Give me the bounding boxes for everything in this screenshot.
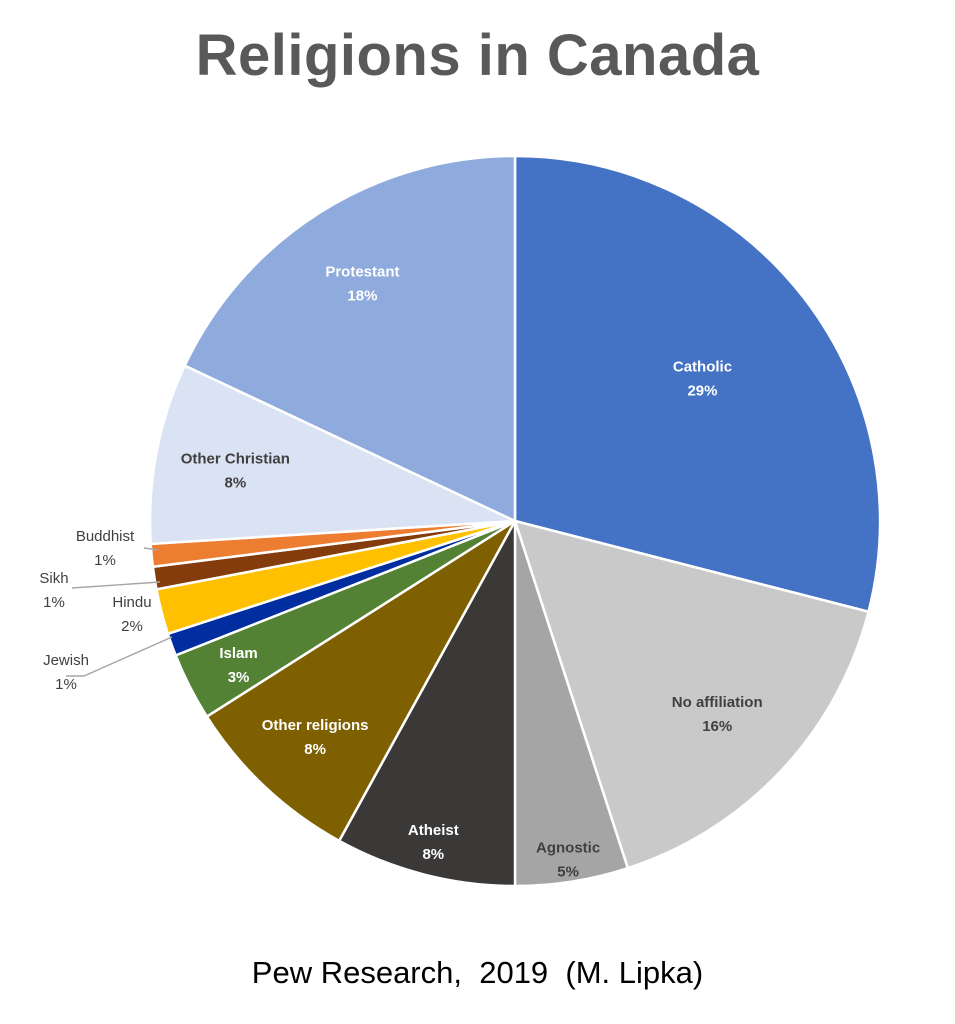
label-category-protestant: Protestant — [325, 264, 399, 281]
slice-other-christian — [148, 364, 517, 546]
leader-lines — [66, 547, 173, 677]
chart-source: Pew Research, 2019 (M. Lipka) — [251, 955, 704, 990]
label-value-atheist: 8% — [422, 846, 444, 863]
data-label-buddhist: Buddhist 1% — [76, 528, 135, 569]
label-value-catholic: 29% — [687, 383, 717, 400]
label-category-no-affiliation: No affiliation — [672, 694, 763, 711]
data-label-catholic: Catholic 29% — [673, 359, 732, 400]
label-value-islam: 3% — [228, 669, 250, 686]
label-category-other-christian: Other Christian — [181, 451, 290, 468]
label-value-hindu: 2% — [121, 618, 143, 635]
data-label-no-affiliation: No affiliation 16% — [672, 694, 763, 735]
label-value-buddhist: 1% — [94, 552, 116, 569]
data-label-other-christian: Other Christian 8% — [181, 451, 290, 492]
pie-slices — [148, 154, 882, 888]
label-category-islam: Islam — [219, 645, 257, 662]
label-value-jewish: 1% — [55, 676, 77, 693]
leader-line-buddhist — [143, 547, 159, 551]
leader-line-jewish — [66, 636, 173, 677]
data-label-agnostic: Agnostic 5% — [536, 839, 600, 880]
data-label-atheist: Atheist 8% — [408, 822, 459, 863]
label-category-buddhist: Buddhist — [76, 528, 135, 545]
chart-title: Religions in Canada — [195, 23, 760, 88]
data-label-other-religions: Other religions 8% — [262, 717, 369, 758]
slice-other-religions — [205, 519, 517, 843]
slice-atheist — [337, 519, 517, 888]
label-category-hindu: Hindu — [112, 594, 151, 611]
label-category-atheist: Atheist — [408, 822, 459, 839]
data-label-hindu: Hindu 2% — [112, 594, 151, 635]
leader-line-sikh — [71, 581, 161, 589]
slice-no-affiliation — [513, 519, 870, 870]
data-label-jewish: Jewish 1% — [43, 652, 89, 693]
slice-catholic — [513, 154, 882, 614]
label-value-agnostic: 5% — [557, 863, 579, 880]
label-category-agnostic: Agnostic — [536, 839, 600, 856]
label-value-protestant: 18% — [347, 288, 377, 305]
slice-labels: Catholic 29% No affiliation 16% Agnostic 5% At… — [39, 264, 762, 881]
label-category-catholic: Catholic — [673, 359, 732, 376]
data-label-sikh: Sikh 1% — [39, 570, 68, 611]
slice-protestant — [183, 154, 517, 523]
label-category-sikh: Sikh — [39, 570, 68, 587]
label-value-no-affiliation: 16% — [702, 718, 732, 735]
label-category-other-religions: Other religions — [262, 717, 369, 734]
label-value-other-religions: 8% — [304, 741, 326, 758]
label-category-jewish: Jewish — [43, 652, 89, 669]
label-value-other-christian: 8% — [224, 475, 246, 492]
data-label-protestant: Protestant 18% — [325, 264, 399, 305]
data-label-islam: Islam 3% — [219, 645, 257, 686]
label-value-sikh: 1% — [43, 594, 65, 611]
